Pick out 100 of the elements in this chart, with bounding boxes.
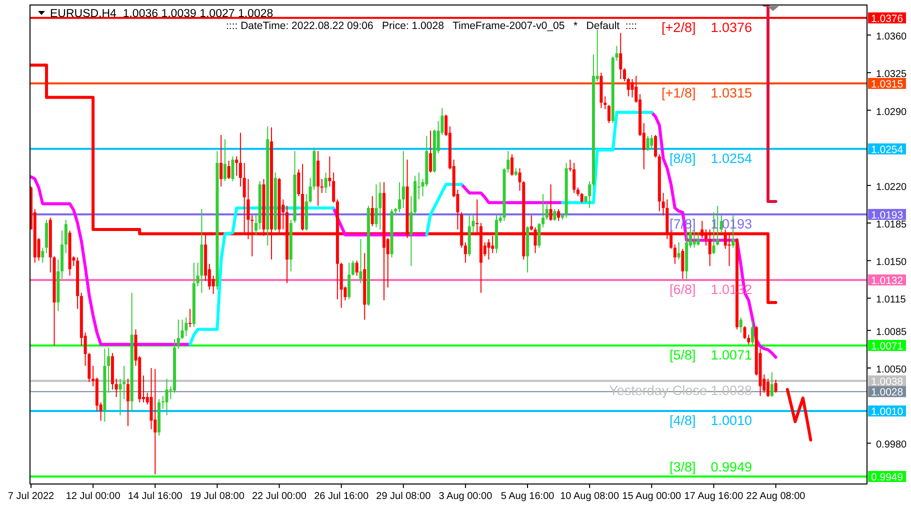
candlestick	[64, 219, 68, 254]
text: :::: DateTime: 2022.08.22 09:06 Price: 1.0028 TimeFrame-2007-v0_05 * Default ::::	[226, 20, 638, 32]
ref-line-label: [+1/8] 1.0315	[662, 85, 752, 100]
y-tick-label: 1.0254	[871, 144, 904, 156]
candlestick	[328, 156, 332, 188]
candlestick	[739, 317, 742, 334]
x-tick-label: 15 Aug 00:00	[622, 491, 682, 502]
y-tick-label: 1.0085	[876, 326, 908, 338]
x-tick-label: 26 Jul 16:00	[314, 491, 369, 502]
y-tick-label: 0.9980	[876, 440, 908, 451]
candlestick	[607, 104, 610, 124]
candlestick	[588, 180, 592, 208]
ref-line-label: [4/8] 1.0010	[669, 412, 752, 428]
candlestick	[188, 308, 192, 328]
y-tick-label: 1.0150	[876, 257, 908, 268]
candlestick	[464, 242, 467, 264]
candlestick	[487, 238, 490, 260]
candlestick	[534, 226, 537, 254]
candlestick	[747, 334, 750, 345]
candlestick	[324, 172, 328, 194]
x-tick-label: 22 Aug 08:00	[746, 491, 806, 502]
y-tick-label: 1.0220	[876, 182, 908, 193]
candlestick	[429, 130, 432, 174]
candlestick	[180, 319, 184, 340]
candlestick	[348, 262, 351, 300]
candlestick	[126, 378, 130, 427]
candlestick	[359, 238, 362, 284]
candlestick	[604, 96, 607, 110]
ref-line-label: [3/8] 0.9949	[669, 459, 752, 474]
candlestick	[176, 319, 180, 350]
candlestick	[235, 156, 238, 176]
candlestick	[557, 208, 560, 222]
y-tick-label: 1.0010	[871, 406, 904, 418]
y-tick-label: 1.0115	[876, 294, 906, 306]
candlestick	[770, 372, 774, 398]
y-tick-label: 0.9949	[871, 471, 904, 484]
x-tick-label: 7 Jul 2022	[8, 491, 55, 502]
candlestick	[122, 365, 126, 400]
candlestick	[677, 242, 680, 260]
x-tick-label: 14 Jul 16:00	[128, 491, 183, 502]
candlestick	[351, 260, 354, 276]
candlestick	[619, 32, 622, 80]
candlestick	[238, 132, 242, 188]
y-tick-label: 1.0071	[871, 340, 904, 352]
candlestick	[650, 134, 654, 148]
candlestick	[332, 172, 336, 204]
candlestick	[491, 235, 494, 254]
candlestick	[250, 215, 254, 257]
candlestick	[223, 138, 226, 182]
candlestick	[568, 159, 572, 172]
candlestick	[572, 162, 576, 194]
y-tick-label: 1.0376	[871, 12, 904, 25]
candlestick	[542, 194, 545, 228]
candlestick	[118, 378, 122, 416]
candlestick	[530, 215, 533, 232]
candlestick	[696, 232, 700, 246]
candlestick	[766, 378, 770, 398]
line-series	[786, 388, 812, 442]
y-tick-label: 1.0193	[871, 209, 904, 222]
candlestick	[220, 134, 223, 188]
candlestick	[320, 178, 324, 194]
x-tick-label: 19 Jul 08:00	[190, 491, 245, 502]
candlestick	[623, 68, 626, 82]
y-tick-label: 1.0132	[871, 274, 904, 287]
candlestick	[646, 136, 650, 152]
candlestick	[654, 134, 658, 158]
candlestick	[626, 78, 630, 97]
y-tick-label: 1.0050	[876, 364, 908, 376]
candlestick	[743, 326, 746, 340]
candlestick	[728, 232, 731, 266]
ref-line-label: [+2/8] 1.0376	[662, 20, 752, 35]
candlestick	[510, 154, 514, 176]
candlestick	[41, 247, 44, 264]
candlestick	[107, 347, 110, 394]
x-tick-label: 3 Aug 00:00	[438, 491, 493, 502]
candlestick	[254, 215, 258, 236]
candlestick	[538, 222, 541, 248]
candlestick	[154, 368, 157, 475]
x-tick-label: 29 Jul 08:00	[376, 491, 432, 502]
y-tick-label: 1.0360	[876, 32, 908, 43]
candlestick	[708, 228, 712, 266]
candlestick	[227, 160, 230, 180]
candlestick	[545, 202, 548, 220]
candlestick	[398, 182, 402, 213]
y-tick-label: 1.0028	[871, 386, 904, 399]
candlestick	[410, 196, 413, 266]
y-tick-label: 1.0185	[876, 220, 908, 231]
candlestick	[374, 184, 378, 228]
candlestick	[184, 317, 188, 336]
candlestick	[553, 208, 556, 222]
candlestick	[506, 150, 510, 174]
candlestick	[704, 228, 708, 246]
x-tick-label: 17 Aug 16:00	[684, 491, 744, 502]
candlestick	[673, 244, 676, 264]
candlestick	[297, 168, 300, 197]
y-tick-label: 1.0038	[871, 376, 904, 388]
candlestick	[402, 150, 405, 208]
x-tick-label: 5 Aug 16:00	[500, 491, 555, 502]
candlestick	[774, 379, 778, 394]
x-tick-label: 10 Aug 08:00	[560, 491, 620, 502]
